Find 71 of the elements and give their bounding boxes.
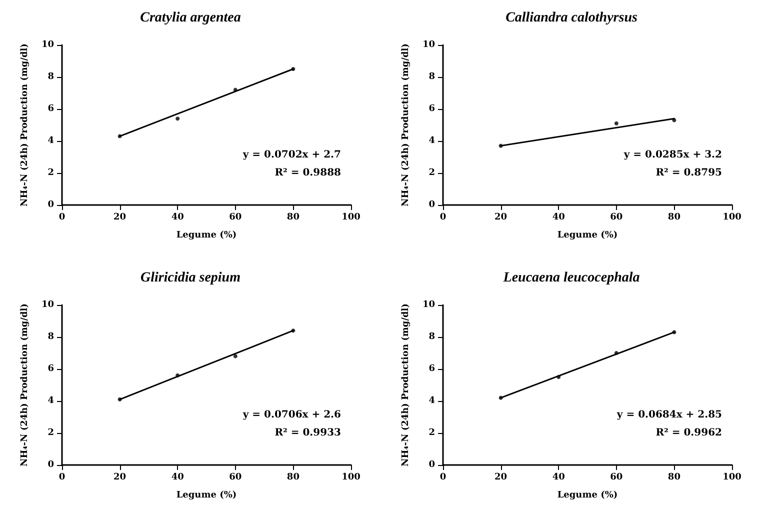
x-tick-label: 20 [114, 472, 126, 482]
y-tick-label: 0 [428, 460, 435, 470]
chart-title: Cratylia argentea [140, 10, 241, 26]
y-tick-label: 6 [428, 104, 435, 114]
annotation: y = 0.0706x + 2.6 [242, 410, 342, 420]
annotation: R² = 0.9888 [274, 168, 342, 178]
x-tick-label: 40 [171, 212, 184, 222]
y-tick-label: 6 [428, 364, 435, 374]
y-tick-label: 2 [428, 428, 435, 438]
chart-title: Leucaena leucocephala [502, 270, 640, 286]
chart-title: Gliricidia sepium [140, 270, 241, 286]
x-tick-label: 100 [722, 212, 742, 222]
x-tick-label: 100 [342, 212, 360, 222]
annotation: R² = 0.9933 [274, 428, 342, 438]
y-tick-label: 0 [48, 460, 54, 470]
x-tick-label: 80 [286, 212, 300, 222]
x-tick-label: 0 [58, 472, 66, 482]
x-tick-label: 20 [114, 212, 126, 222]
x-tick-label: 0 [440, 472, 446, 482]
y-tick-label: 4 [48, 396, 54, 406]
x-tick-label: 0 [58, 212, 66, 222]
x-tick-label: 60 [229, 212, 242, 222]
annotation: y = 0.0684x + 2.85 [616, 410, 722, 420]
x-tick-label: 20 [494, 212, 508, 222]
x-tick-label: 20 [494, 472, 508, 482]
x-tick-label: 40 [552, 212, 565, 222]
x-tick-label: 40 [552, 472, 565, 482]
y-tick-label: 2 [428, 168, 435, 178]
y-tick-label: 0 [48, 200, 54, 210]
x-tick-label: 0 [440, 212, 446, 222]
y-tick-label: 4 [428, 136, 435, 146]
annotation: y = 0.0702x + 2.7 [242, 150, 342, 160]
x-tick-label: 80 [286, 472, 300, 482]
y-axis-title: NH₄-N (24h) Production (mg/dl) [401, 304, 412, 466]
y-tick-label: 10 [41, 40, 54, 50]
y-tick-label: 4 [48, 136, 54, 146]
y-tick-label: 4 [428, 396, 435, 406]
x-tick-label: 60 [610, 212, 623, 222]
x-tick-label: 60 [229, 472, 242, 482]
point [614, 121, 618, 126]
x-axis-title: Legume (%) [557, 490, 618, 500]
x-tick-label: 60 [610, 472, 623, 482]
y-tick-label: 8 [428, 332, 435, 342]
y-tick-label: 8 [428, 72, 435, 82]
y-axis-title: NH₄-N (24h) Production (mg/dl) [20, 44, 30, 206]
y-tick-label: 2 [48, 168, 54, 178]
annotation: R² = 0.9962 [656, 428, 722, 438]
chart-title: Calliandra calothyrsus [506, 10, 638, 26]
y-axis-title: NH₄-N (24h) Production (mg/dl) [401, 44, 412, 206]
y-tick-label: 10 [422, 40, 435, 50]
point [176, 116, 180, 121]
y-tick-label: 2 [48, 428, 54, 438]
y-tick-label: 10 [41, 300, 54, 310]
point [233, 354, 238, 358]
x-axis-title: Legume (%) [557, 230, 618, 240]
y-tick-label: 6 [48, 104, 54, 114]
x-tick-label: 80 [668, 212, 680, 222]
y-tick-label: 6 [48, 364, 54, 374]
x-axis-title: Legume (%) [176, 230, 237, 240]
x-tick-label: 40 [171, 472, 184, 482]
x-tick-label: 100 [722, 472, 742, 482]
y-axis-title: NH₄-N (24h) Production (mg/dl) [20, 304, 30, 466]
x-tick-label: 80 [668, 472, 680, 482]
y-tick-label: 8 [48, 72, 54, 82]
annotation: y = 0.0285x + 3.2 [622, 150, 722, 160]
y-tick-label: 8 [48, 332, 54, 342]
y-tick-label: 10 [422, 300, 435, 310]
annotation: R² = 0.8795 [656, 168, 722, 178]
x-tick-label: 100 [342, 472, 360, 482]
y-tick-label: 0 [428, 200, 435, 210]
x-axis-title: Legume (%) [176, 490, 237, 500]
